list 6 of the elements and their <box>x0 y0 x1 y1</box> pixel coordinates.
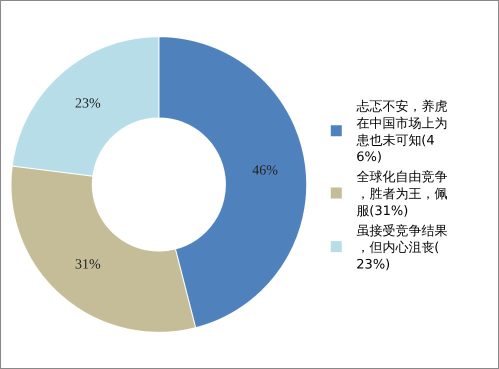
legend-label: 全球化自由竞争，胜者为王，佩服(31%) <box>356 170 448 219</box>
data-label: 46% <box>252 164 278 179</box>
legend-label: 忐忑不安，养虎在中国市场上为患也未可知(46%) <box>355 98 448 166</box>
legend-label: 虽接受竞争结果，但内心沮丧(23%) <box>356 224 448 273</box>
data-label: 31% <box>74 257 101 272</box>
data-label: 23% <box>74 96 101 112</box>
